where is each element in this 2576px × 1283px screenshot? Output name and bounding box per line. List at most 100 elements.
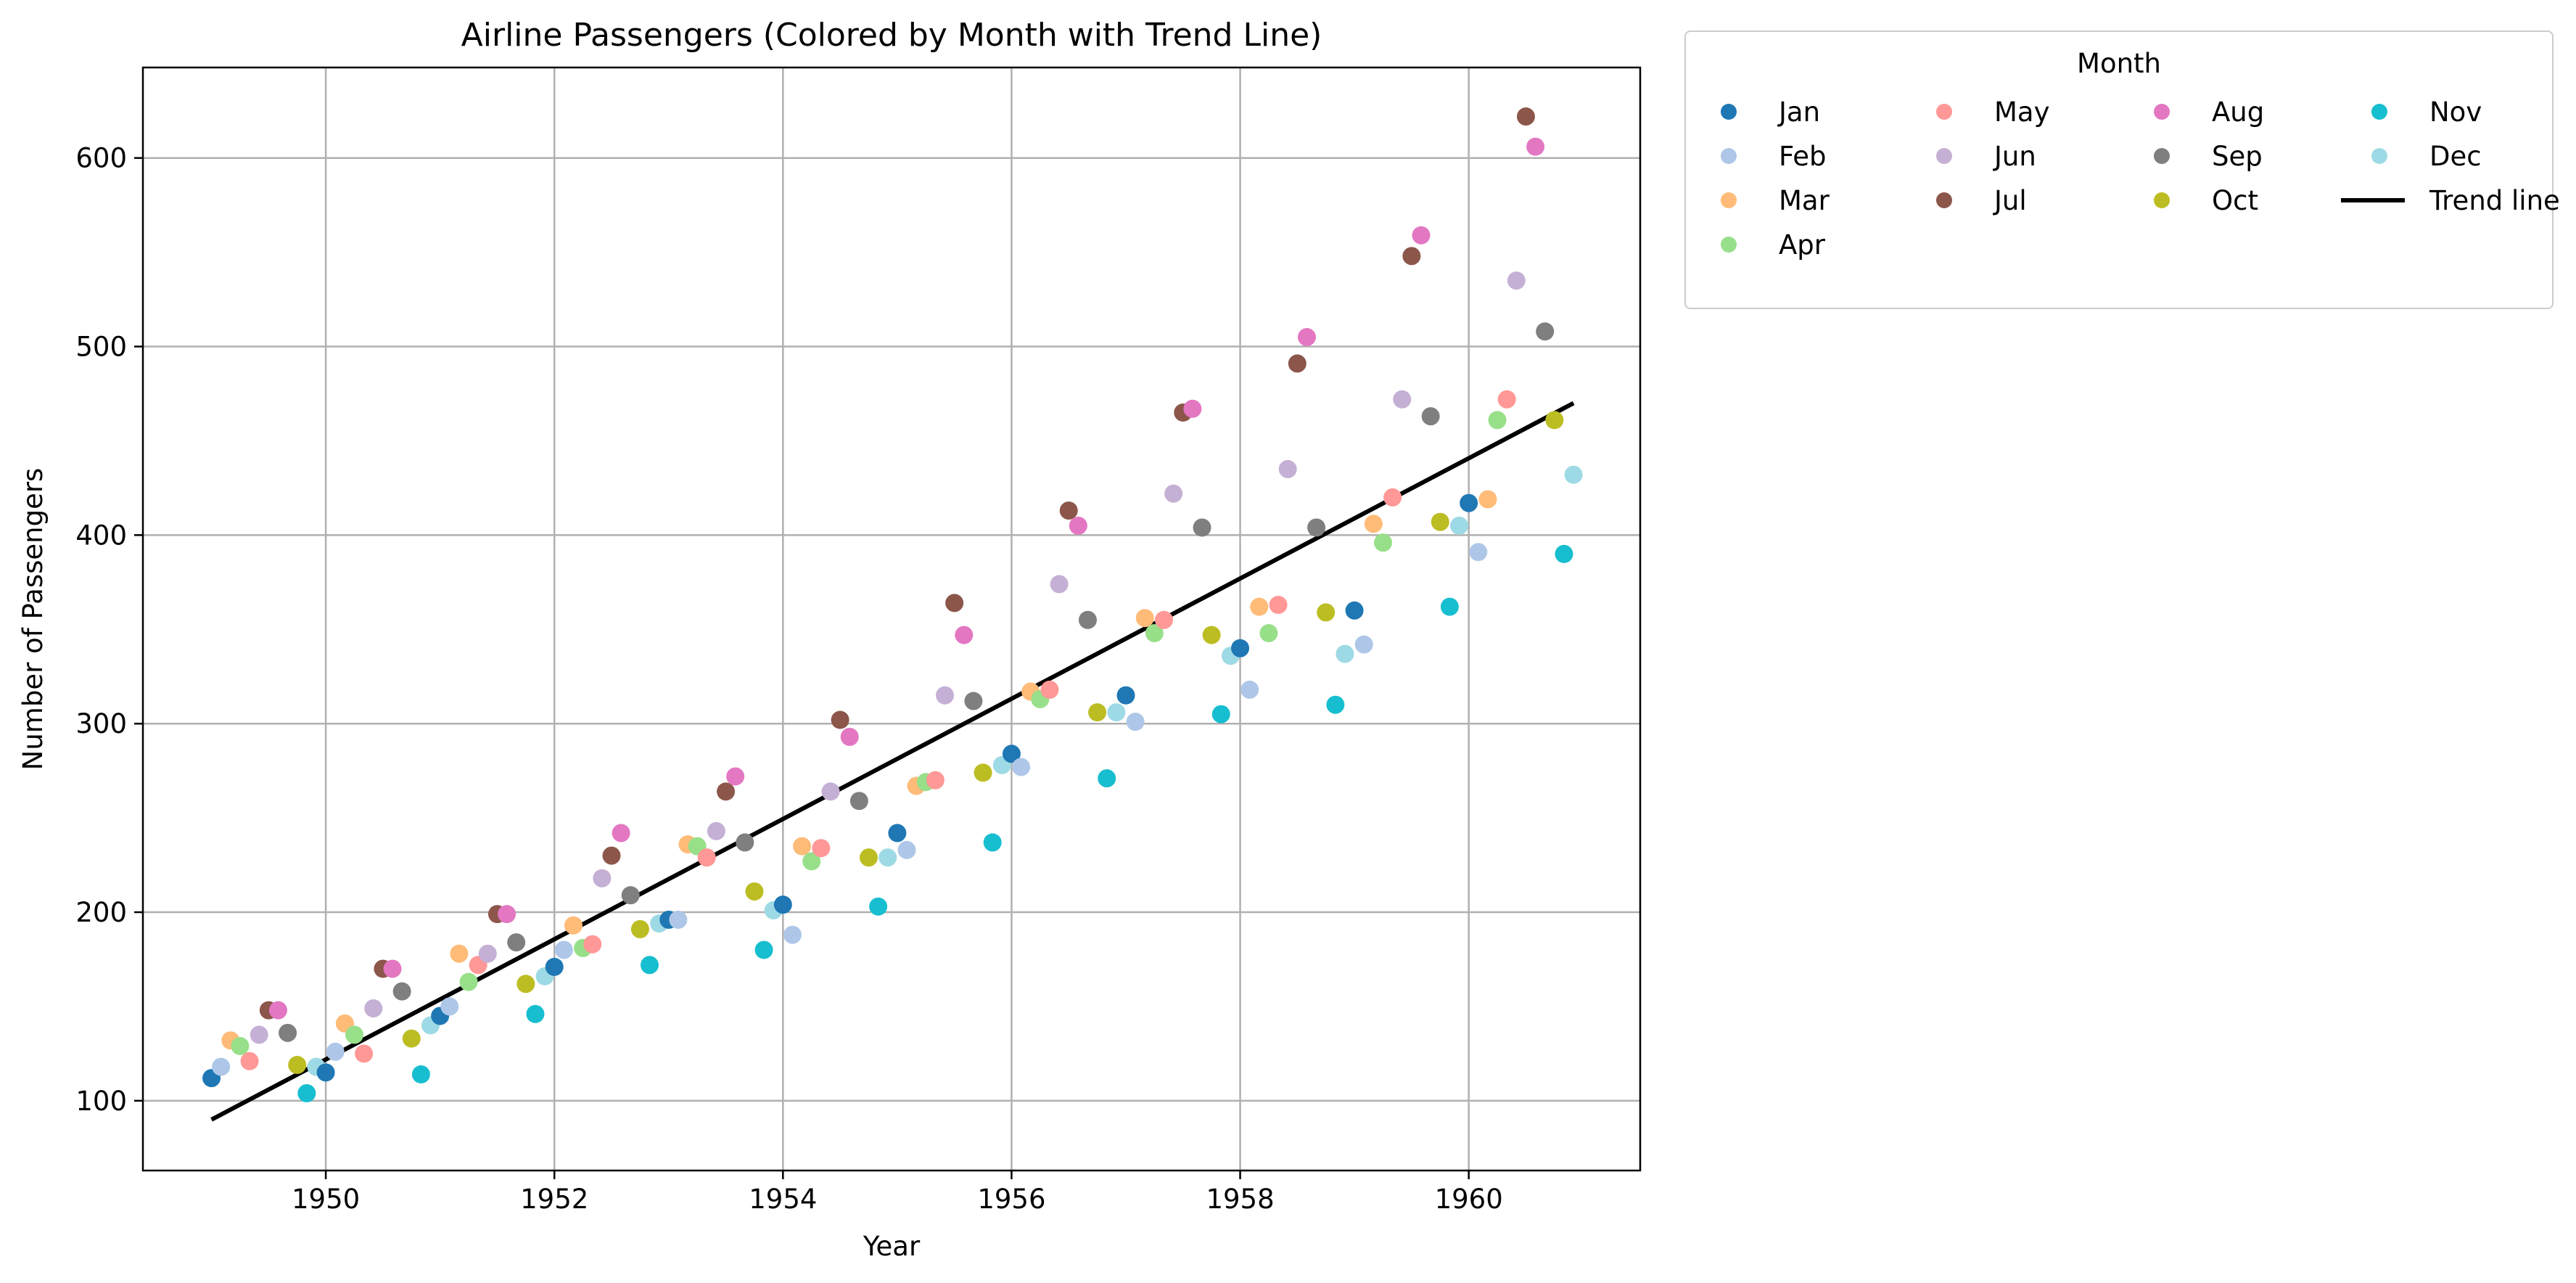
legend-dot-marker [2371, 104, 2387, 120]
scatter-point-aug [383, 959, 402, 978]
scatter-point-feb [1354, 635, 1373, 654]
scatter-point-aug [1526, 137, 1545, 156]
scatter-point-dec [878, 848, 897, 867]
scatter-point-feb [326, 1042, 345, 1061]
scatter-point-sep [621, 886, 640, 905]
scatter-point-jul [717, 782, 736, 801]
scatter-point-oct [974, 763, 992, 782]
scatter-point-jun [250, 1025, 268, 1044]
scatter-point-feb [783, 925, 802, 944]
y-tick-label: 200 [75, 897, 127, 928]
scatter-point-feb [1126, 713, 1145, 731]
scatter-point-jan [1002, 745, 1021, 763]
scatter-point-jul [1516, 107, 1535, 126]
scatter-point-jul [831, 710, 849, 729]
legend-item-apr: Apr [1686, 229, 1825, 261]
legend-dot-marker [2154, 104, 2170, 120]
x-tick-label: 1956 [977, 1184, 1045, 1215]
scatter-point-oct [402, 1029, 421, 1048]
scatter-point-may [926, 771, 945, 790]
scatter-point-aug [840, 727, 859, 746]
scatter-point-oct [288, 1055, 307, 1074]
scatter-point-mar [793, 837, 812, 856]
scatter-point-oct [517, 975, 535, 993]
scatter-point-aug [1183, 399, 1202, 418]
scatter-point-nov [1211, 705, 1230, 724]
scatter-point-sep [1193, 518, 1211, 537]
points-layer [202, 107, 1583, 1102]
scatter-point-aug [1069, 516, 1087, 535]
legend-dot-marker [2371, 148, 2387, 164]
y-axis-label: Number of Passengers [17, 468, 49, 771]
scatter-point-nov [1326, 695, 1345, 714]
y-tick-label: 300 [75, 708, 127, 739]
scatter-point-nov [1440, 597, 1459, 616]
legend-line-marker [2341, 198, 2405, 202]
scatter-point-mar [564, 916, 583, 935]
scatter-point-nov [983, 833, 1002, 852]
scatter-point-feb [1469, 543, 1488, 562]
y-tick-label: 600 [75, 143, 127, 174]
scatter-point-nov [1098, 769, 1116, 788]
scatter-point-sep [964, 692, 983, 710]
scatter-point-feb [554, 940, 573, 959]
scatter-point-mar [1135, 609, 1154, 628]
legend-label: Oct [2212, 184, 2258, 216]
x-tick-label: 1958 [1206, 1184, 1274, 1215]
legend-item-aug: Aug [2119, 96, 2264, 128]
scatter-point-jul [945, 594, 964, 612]
scatter-point-feb [212, 1057, 231, 1076]
trend-layer [210, 401, 1575, 1122]
scatter-point-dec [1107, 703, 1126, 722]
legend-label: Sep [2212, 140, 2263, 172]
legend-dot-marker [1936, 192, 1952, 208]
scatter-point-apr [1145, 623, 1164, 642]
scatter-point-sep [392, 982, 411, 1001]
scatter-point-jan [1460, 493, 1478, 512]
x-tick-label: 1952 [520, 1184, 588, 1215]
scatter-point-jan [316, 1063, 335, 1082]
scatter-point-nov [869, 897, 888, 916]
scatter-point-sep [1536, 322, 1555, 341]
scatter-point-oct [1317, 603, 1336, 622]
legend-label: Jan [1779, 96, 1821, 128]
scatter-point-sep [1421, 407, 1440, 426]
scatter-point-apr [802, 852, 821, 871]
legend-item-oct: Oct [2119, 184, 2258, 216]
legend-label: Aug [2212, 96, 2265, 128]
legend-dot-marker [1721, 148, 1737, 164]
scatter-point-apr [345, 1025, 363, 1044]
scatter-point-sep [279, 1023, 297, 1042]
y-tick-layer: 100 200 300 400 500 600 [75, 143, 143, 1117]
scatter-point-mar [1250, 597, 1269, 616]
scatter-point-nov [297, 1083, 316, 1102]
scatter-point-jun [364, 999, 383, 1018]
scatter-point-sep [1307, 518, 1326, 537]
legend-dot-marker [1721, 192, 1737, 208]
legend-item-feb: Feb [1686, 140, 1827, 172]
x-tick-layer: 1950 1952 1954 1956 1958 1960 [292, 1171, 1503, 1215]
scatter-point-jun [478, 944, 497, 963]
scatter-point-oct [1202, 626, 1221, 644]
y-tick-label: 100 [75, 1086, 127, 1117]
legend-dot-marker [1936, 148, 1952, 164]
scatter-point-jan [1116, 686, 1135, 705]
scatter-point-may [240, 1052, 259, 1070]
scatter-point-dec [1564, 465, 1583, 484]
scatter-point-sep [507, 933, 526, 952]
x-tick-label: 1960 [1435, 1184, 1503, 1215]
scatter-point-sep [849, 792, 868, 811]
legend-item-jun: Jun [1901, 140, 2036, 172]
scatter-point-jul [1288, 354, 1306, 373]
scatter-point-jun [821, 782, 840, 801]
legend-title: Month [2077, 48, 2161, 79]
legend-dot-marker [1721, 237, 1737, 253]
scatter-point-jun [1164, 484, 1183, 503]
scatter-point-nov [1555, 544, 1573, 563]
scatter-point-oct [745, 882, 764, 901]
scatter-point-aug [726, 767, 745, 786]
scatter-point-may [1040, 680, 1059, 699]
legend-item-may: May [1901, 96, 2050, 128]
scatter-point-dec [1336, 644, 1354, 663]
